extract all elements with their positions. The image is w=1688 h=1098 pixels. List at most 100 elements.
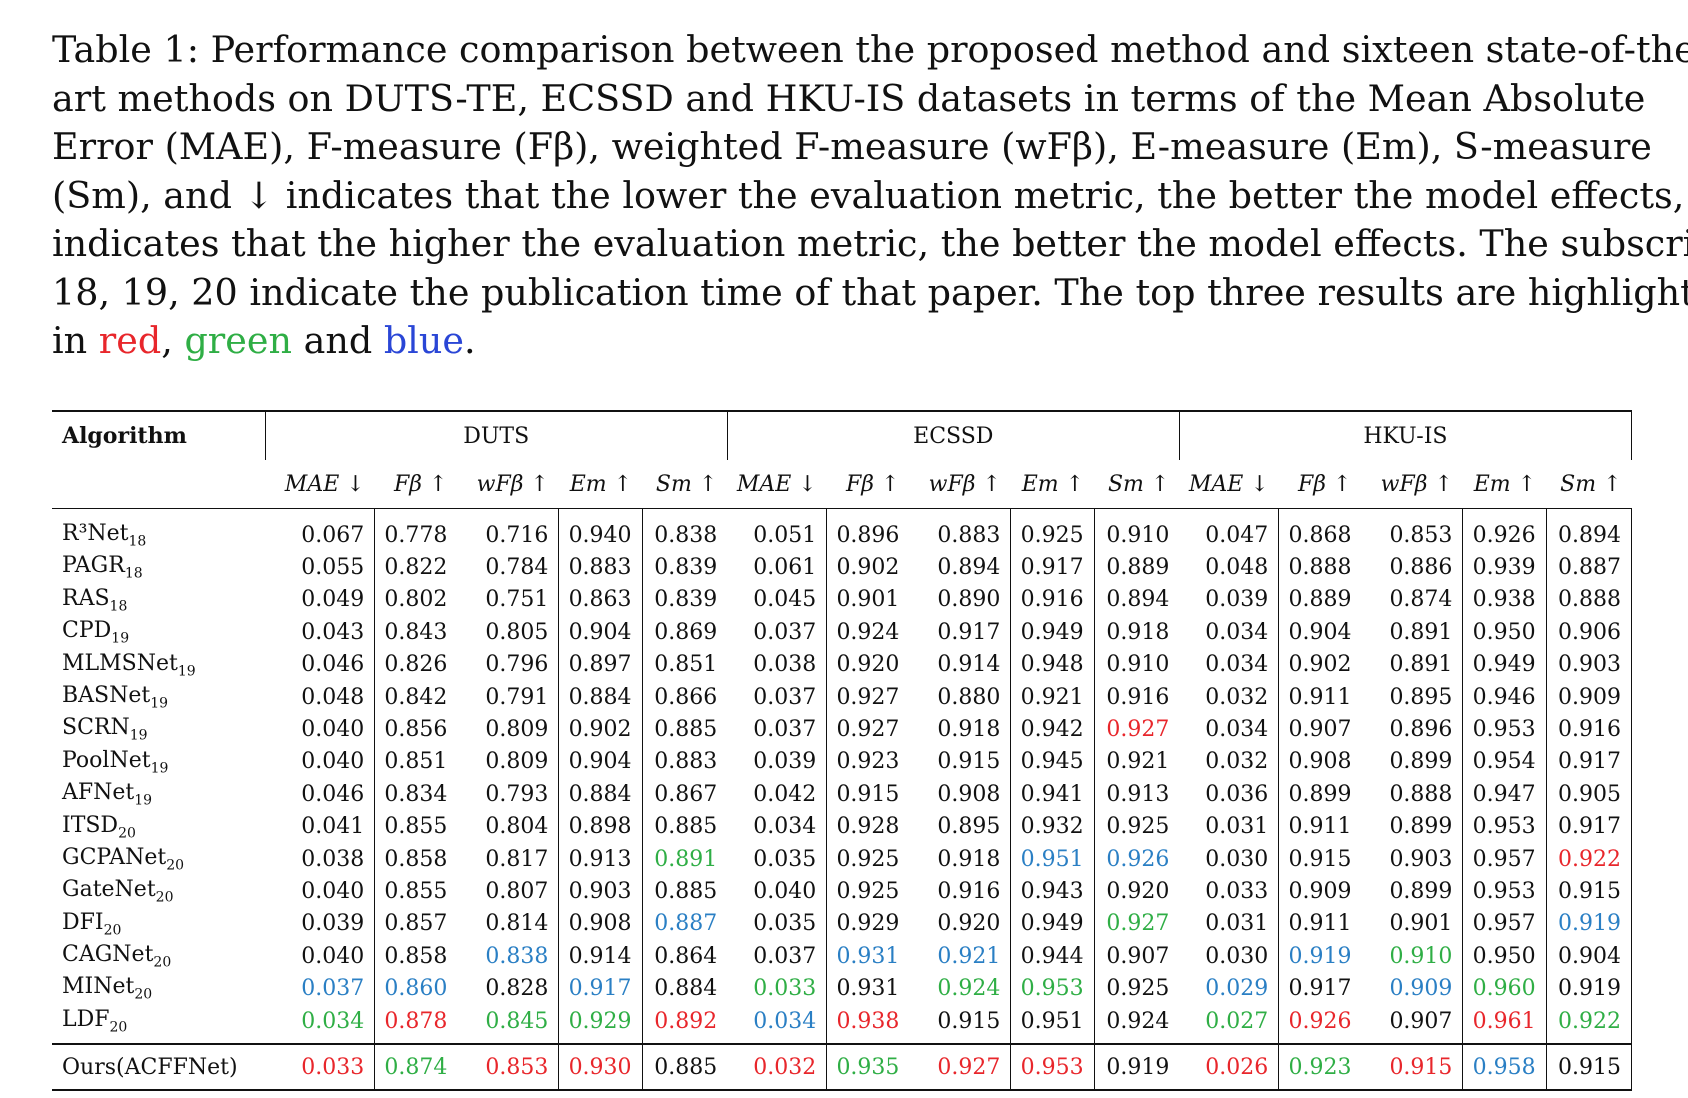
metric-header: Fβ ↑ xyxy=(374,460,458,509)
metric-value: 0.949 xyxy=(1010,616,1095,649)
metric-value: 0.941 xyxy=(1010,778,1095,811)
metric-value: 0.960 xyxy=(1462,972,1547,1005)
metric-value: 0.839 xyxy=(654,587,718,613)
metric-value: 0.878 xyxy=(384,1008,448,1034)
metric-value: 0.930 xyxy=(558,1043,643,1091)
metric-value: 0.843 xyxy=(384,619,448,645)
metric-value: 0.954 xyxy=(1462,745,1547,779)
metric-value: 0.888 xyxy=(1361,778,1464,811)
metric-value: 0.855 xyxy=(384,814,448,840)
metric-value: 0.953 xyxy=(1462,810,1547,843)
metric-value: 0.040 xyxy=(265,875,376,908)
metric-value: 0.931 xyxy=(836,943,900,969)
metric-value: 0.901 xyxy=(1361,907,1464,941)
year-subscript: 20 xyxy=(134,986,153,1003)
metric-value: 0.037 xyxy=(727,940,828,973)
dataset-header-hkuis: HKU-IS xyxy=(1179,411,1633,460)
metric-value: 0.916 xyxy=(1546,713,1633,746)
algorithm-name: RAS18 xyxy=(52,584,265,616)
table-row: GCPANet20 0.038 0.858 0.817 0.913 0.891 0.035 0… xyxy=(52,842,1633,876)
metric-value: 0.883 xyxy=(909,508,1012,552)
year-subscript: 18 xyxy=(128,533,147,550)
metric-value: 0.951 xyxy=(1010,842,1095,876)
metric-value: 0.838 xyxy=(457,940,560,973)
metric-value: 0.853 xyxy=(1361,508,1464,552)
metric-value: 0.034 xyxy=(1179,713,1280,746)
table-row: SCRN19 0.040 0.856 0.809 0.902 0.885 0.037 0.92… xyxy=(52,713,1633,746)
metric-value: 0.957 xyxy=(1462,842,1547,876)
table-row: PoolNet19 0.040 0.851 0.809 0.904 0.883 0.039 0… xyxy=(52,745,1633,779)
metric-value: 0.961 xyxy=(1462,1004,1547,1045)
metric-header: Em ↑ xyxy=(558,460,643,509)
metric-value: 0.920 xyxy=(909,907,1012,941)
metric-header: MAE ↓ xyxy=(727,460,827,509)
metric-value: 0.924 xyxy=(909,972,1012,1005)
metric-value: 0.037 xyxy=(265,972,376,1005)
metric-value: 0.925 xyxy=(836,878,900,904)
metric-value: 0.029 xyxy=(1179,972,1280,1005)
year-subscript: 19 xyxy=(150,760,169,777)
metric-value: 0.926 xyxy=(1106,846,1170,872)
metric-value: 0.888 xyxy=(1546,583,1633,617)
metric-value: 0.802 xyxy=(384,587,448,613)
metric-value: 0.908 xyxy=(558,907,643,941)
metric-value: 0.924 xyxy=(836,619,900,645)
metric-value: 0.904 xyxy=(1546,940,1633,973)
metric-value: 0.909 xyxy=(1361,972,1464,1005)
metric-value: 0.915 xyxy=(1361,1043,1464,1091)
table-row: MINet20 0.037 0.860 0.828 0.917 0.884 0.033 0.9… xyxy=(52,972,1633,1005)
metric-value: 0.860 xyxy=(384,976,448,1002)
metric-value: 0.917 xyxy=(909,616,1012,649)
metric-value: 0.915 xyxy=(1546,1043,1633,1091)
metric-value: 0.885 xyxy=(654,878,718,904)
metric-value: 0.904 xyxy=(558,745,643,779)
caption-line-5: indicates that the higher the evaluation… xyxy=(52,222,1688,265)
metric-value: 0.874 xyxy=(374,1043,458,1091)
metric-value: 0.905 xyxy=(1546,778,1633,811)
metric-value: 0.946 xyxy=(1462,680,1547,714)
metric-value: 0.891 xyxy=(1361,648,1464,681)
algorithm-name: PoolNet19 xyxy=(52,746,265,778)
metric-value: 0.046 xyxy=(265,648,376,681)
metric-value: 0.035 xyxy=(727,907,828,941)
metric-value: 0.885 xyxy=(654,814,718,840)
metric-value: 0.894 xyxy=(909,551,1012,584)
algorithm-label: CAGNet xyxy=(62,942,154,968)
metric-value: 0.856 xyxy=(384,717,448,743)
metric-value: 0.889 xyxy=(1288,587,1352,613)
algorithm-label: GCPANet xyxy=(62,844,167,870)
metric-value: 0.924 xyxy=(1106,1008,1170,1034)
algorithm-name: CPD19 xyxy=(52,616,265,648)
metric-value: 0.037 xyxy=(727,616,828,649)
metric-value: 0.925 xyxy=(1106,976,1170,1002)
metric-value: 0.040 xyxy=(265,713,376,746)
metric-value: 0.814 xyxy=(457,907,560,941)
metric-value: 0.834 xyxy=(384,781,448,807)
metric-value: 0.913 xyxy=(558,842,643,876)
metric-value: 0.034 xyxy=(727,1004,828,1045)
metric-value: 0.885 xyxy=(642,1043,728,1091)
metric-value: 0.040 xyxy=(727,875,828,908)
metric-value: 0.923 xyxy=(836,749,900,775)
algorithm-label: R³Net xyxy=(62,521,129,546)
metric-value: 0.045 xyxy=(727,583,828,617)
metric-value: 0.909 xyxy=(1288,878,1352,904)
metric-value: 0.921 xyxy=(909,940,1012,973)
metric-value: 0.932 xyxy=(1010,810,1095,843)
metric-value: 0.925 xyxy=(1106,814,1170,840)
metric-value: 0.926 xyxy=(1462,508,1547,552)
metric-value: 0.032 xyxy=(727,1043,828,1091)
table-row: ITSD20 0.041 0.855 0.804 0.898 0.885 0.034 0.92… xyxy=(52,810,1633,843)
year-subscript: 19 xyxy=(111,630,130,647)
metric-value: 0.043 xyxy=(265,616,376,649)
metric-value: 0.925 xyxy=(836,846,900,872)
metric-value: 0.039 xyxy=(727,745,828,779)
metric-value: 0.828 xyxy=(457,972,560,1005)
metric-value: 0.916 xyxy=(1010,583,1095,617)
metric-value: 0.809 xyxy=(457,745,560,779)
algorithm-label: Ours(ACFFNet) xyxy=(62,1054,238,1080)
metric-value: 0.927 xyxy=(836,717,900,743)
metric-value: 0.892 xyxy=(654,1008,718,1034)
metric-value: 0.030 xyxy=(1179,842,1280,876)
metric-value: 0.898 xyxy=(558,810,643,843)
